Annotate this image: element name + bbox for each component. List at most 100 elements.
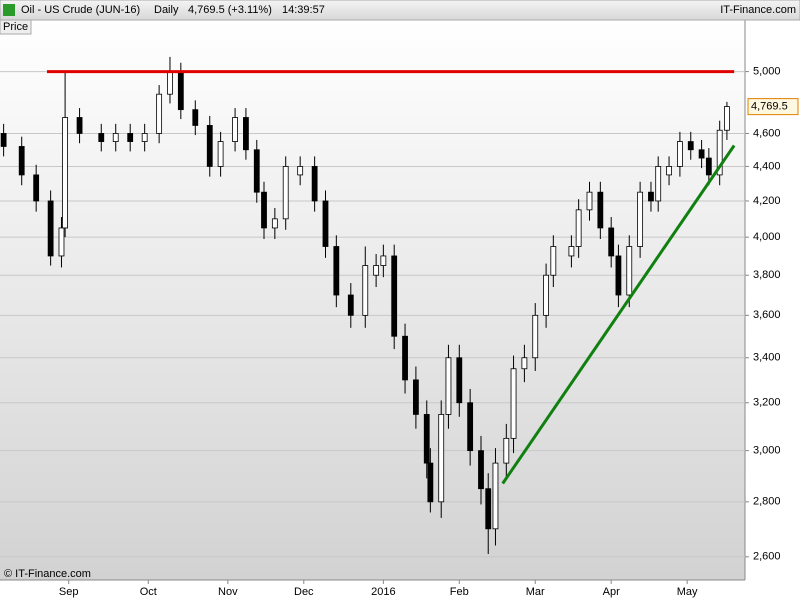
candle-body (698, 149, 705, 159)
y-tick-label: 4,400 (753, 160, 781, 172)
copyright: © IT-Finance.com (4, 568, 91, 580)
candle-body (33, 174, 40, 202)
y-tick-label: 2,600 (753, 551, 781, 563)
candle-body (521, 357, 528, 370)
x-tick-label: Mar (526, 586, 545, 598)
candle-body (648, 191, 654, 202)
candle-body (608, 227, 615, 257)
candle-body (677, 141, 683, 167)
candle-body (271, 218, 278, 229)
candle-body (333, 246, 340, 296)
panel-label-box (0, 19, 32, 35)
candle-body (532, 314, 539, 359)
header-time: 14:39:57 (282, 4, 325, 16)
candle-body (478, 450, 484, 490)
candle-body (510, 368, 517, 439)
candle-body (217, 141, 224, 167)
candle-body (626, 246, 633, 296)
candle-body (550, 246, 557, 276)
y-tick-label: 5,000 (753, 65, 781, 77)
candle-body (716, 129, 723, 176)
y-tick-label: 3,000 (753, 445, 781, 457)
candle-body (380, 255, 387, 266)
candle-body (391, 255, 398, 337)
candle-body (127, 133, 134, 142)
x-tick-label: Apr (603, 586, 620, 598)
candle-body (261, 191, 267, 229)
x-tick-label: Dec (294, 586, 314, 598)
y-tick-label: 4,000 (753, 231, 781, 243)
x-tick-label: Oct (140, 586, 157, 598)
candle-body (297, 166, 304, 176)
candle-body (655, 166, 662, 202)
candle-body (322, 200, 329, 247)
candle-body (467, 402, 474, 452)
header-title: Oil - US Crude (JUN-16) (21, 4, 140, 16)
candle-body (575, 209, 582, 247)
y-tick-label: 3,200 (753, 397, 781, 409)
candle-body (568, 246, 575, 257)
candle-body (637, 191, 644, 247)
candle-body (141, 133, 148, 142)
x-tick-label: Feb (450, 586, 469, 598)
y-tick-label: 2,800 (753, 496, 781, 508)
x-tick-label: 2016 (371, 586, 395, 598)
candle-body (76, 117, 83, 134)
candle-body (98, 133, 105, 142)
y-tick-label: 3,600 (753, 309, 781, 321)
candle-body (427, 462, 434, 503)
candle-body (177, 71, 184, 111)
candle-body (438, 414, 445, 503)
candle-body (687, 141, 694, 151)
candle-body (666, 166, 672, 176)
candle-body (705, 157, 712, 176)
candle-body (58, 227, 65, 257)
header-bar (0, 0, 800, 21)
x-tick-label: May (677, 586, 698, 598)
candle-body (543, 274, 549, 316)
candle-body (362, 265, 369, 316)
panel-label: Price (3, 21, 28, 33)
header-quote: 4,769.5 (+3.11%) (188, 4, 272, 16)
candle-body (456, 357, 463, 404)
y-tick-label: 3,400 (753, 352, 781, 364)
candle-body (423, 414, 430, 464)
plot-area (0, 20, 745, 580)
last-price-box (747, 98, 799, 116)
candle-body (373, 265, 380, 276)
candle-body (18, 146, 25, 176)
candle-body (206, 125, 213, 167)
candle-body (347, 294, 354, 316)
candle-body (112, 133, 119, 142)
y-tick-label: 4,200 (753, 195, 781, 207)
candle-body (597, 191, 604, 229)
candle-body (47, 200, 54, 257)
candle-body (503, 437, 510, 464)
candle-body (485, 488, 492, 530)
x-tick-label: Nov (218, 586, 238, 598)
header-period: Daily (154, 4, 179, 16)
trend-line (501, 144, 736, 485)
candle-body (412, 379, 419, 415)
header-brand: IT-Finance.com (720, 4, 796, 16)
candle-body (445, 357, 452, 415)
candle-body (62, 117, 68, 229)
candle-body (311, 166, 318, 202)
candle-body (192, 109, 199, 126)
candle-body (724, 106, 730, 131)
candle-body (586, 191, 593, 211)
y-tick-label: 3,800 (753, 269, 781, 281)
candle-body (156, 93, 163, 134)
candle-body (615, 255, 622, 296)
candle-body (402, 335, 408, 381)
candle-body (167, 71, 173, 95)
candle-body (282, 166, 289, 220)
candle-body (243, 117, 249, 151)
candle-body (232, 117, 238, 142)
candle-body (0, 133, 7, 147)
x-tick-label: Sep (59, 586, 79, 598)
candle-body (253, 149, 260, 193)
header-icon (3, 4, 15, 16)
y-tick-label: 4,600 (753, 127, 781, 139)
